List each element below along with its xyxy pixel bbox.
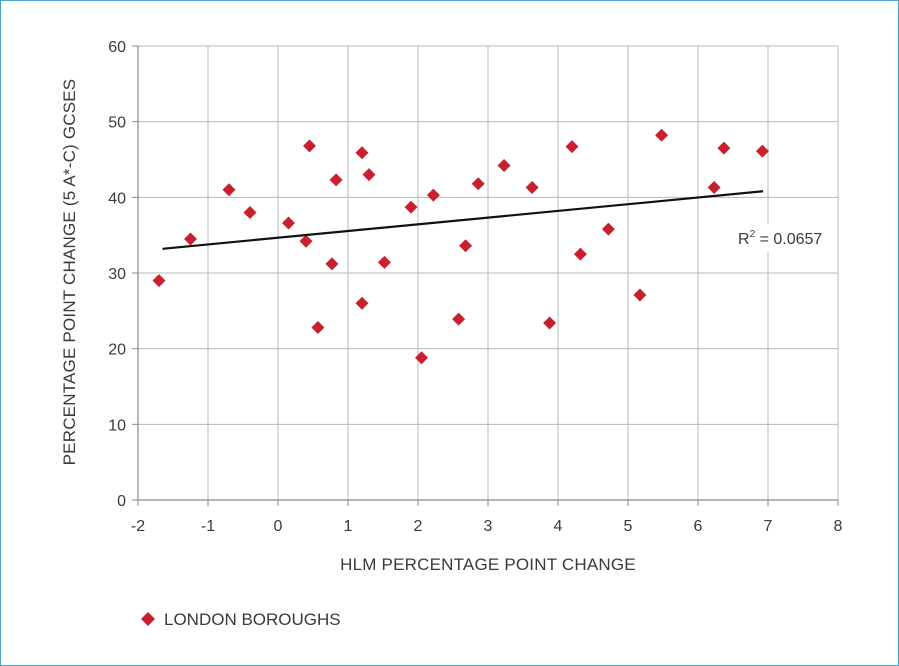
data-point — [152, 274, 166, 288]
data-point — [184, 232, 197, 246]
x-tick-label: 2 — [414, 518, 423, 535]
x-tick-label: -2 — [131, 518, 145, 535]
x-tick-label: 7 — [764, 518, 773, 535]
x-tick-label: 4 — [554, 518, 563, 535]
data-point — [362, 168, 376, 182]
data-point — [565, 140, 579, 154]
trendline-group: R2 = 0.0657 — [162, 190, 823, 252]
y-tick-label: 50 — [108, 115, 126, 132]
data-point — [325, 257, 339, 271]
x-tick-label: 3 — [484, 518, 493, 535]
legend-label: LONDON BOROUGHS — [164, 610, 341, 629]
r-squared-label: R2 = 0.0657 — [738, 229, 822, 248]
data-point — [471, 177, 485, 191]
r-squared-value: = 0.0657 — [755, 231, 822, 248]
x-tick-label: 5 — [624, 518, 633, 535]
y-tick-label: 30 — [108, 266, 126, 283]
x-tick-label: -1 — [201, 518, 215, 535]
data-point — [415, 351, 428, 365]
y-tick-label: 0 — [117, 493, 126, 510]
data-point — [303, 139, 316, 153]
data-point — [282, 216, 295, 230]
r-squared-superscript: 2 — [750, 229, 756, 240]
data-point — [299, 234, 313, 248]
data-point — [355, 296, 369, 310]
trendline — [162, 190, 764, 250]
data-point — [459, 239, 473, 253]
x-tick-labels: -2 -1 0 1 2 3 4 5 6 7 8 — [131, 518, 843, 535]
data-point — [573, 247, 587, 261]
data-point — [329, 173, 343, 187]
data-point — [707, 180, 721, 194]
data-point — [452, 312, 466, 326]
data-point — [543, 316, 557, 330]
y-axis-title: PERCENTAGE POINT CHANGE (5 A*-C) GCSES — [60, 79, 79, 466]
data-point — [426, 188, 440, 202]
y-tick-label: 20 — [108, 342, 126, 359]
legend-marker — [141, 612, 155, 626]
data-point — [404, 200, 418, 214]
y-tick-label: 40 — [108, 190, 126, 207]
data-point — [633, 288, 647, 302]
data-point — [311, 320, 325, 334]
data-point — [755, 144, 769, 158]
data-points — [152, 128, 769, 365]
x-axis-title: HLM PERCENTAGE POINT CHANGE — [340, 555, 636, 574]
y-tick-label: 10 — [108, 417, 126, 434]
data-point — [377, 255, 391, 269]
y-tick-label: 60 — [108, 39, 126, 56]
data-point — [601, 222, 615, 236]
x-tick-label: 6 — [694, 518, 703, 535]
grid-lines — [137, 45, 839, 501]
data-point — [355, 146, 369, 160]
x-tick-label: 0 — [274, 518, 283, 535]
data-point — [655, 128, 669, 142]
data-point — [497, 159, 511, 173]
data-point — [525, 180, 539, 194]
r-squared-base: R — [738, 231, 750, 248]
axes — [132, 45, 839, 506]
x-tick-label: 1 — [344, 518, 353, 535]
x-tick-label: 8 — [834, 518, 843, 535]
data-point — [717, 141, 731, 155]
data-point — [222, 183, 236, 197]
legend: LONDON BOROUGHS — [141, 610, 341, 629]
r-squared-background — [733, 224, 823, 252]
y-tick-labels: 0 10 20 30 40 50 60 — [108, 39, 126, 510]
data-point — [243, 205, 257, 219]
